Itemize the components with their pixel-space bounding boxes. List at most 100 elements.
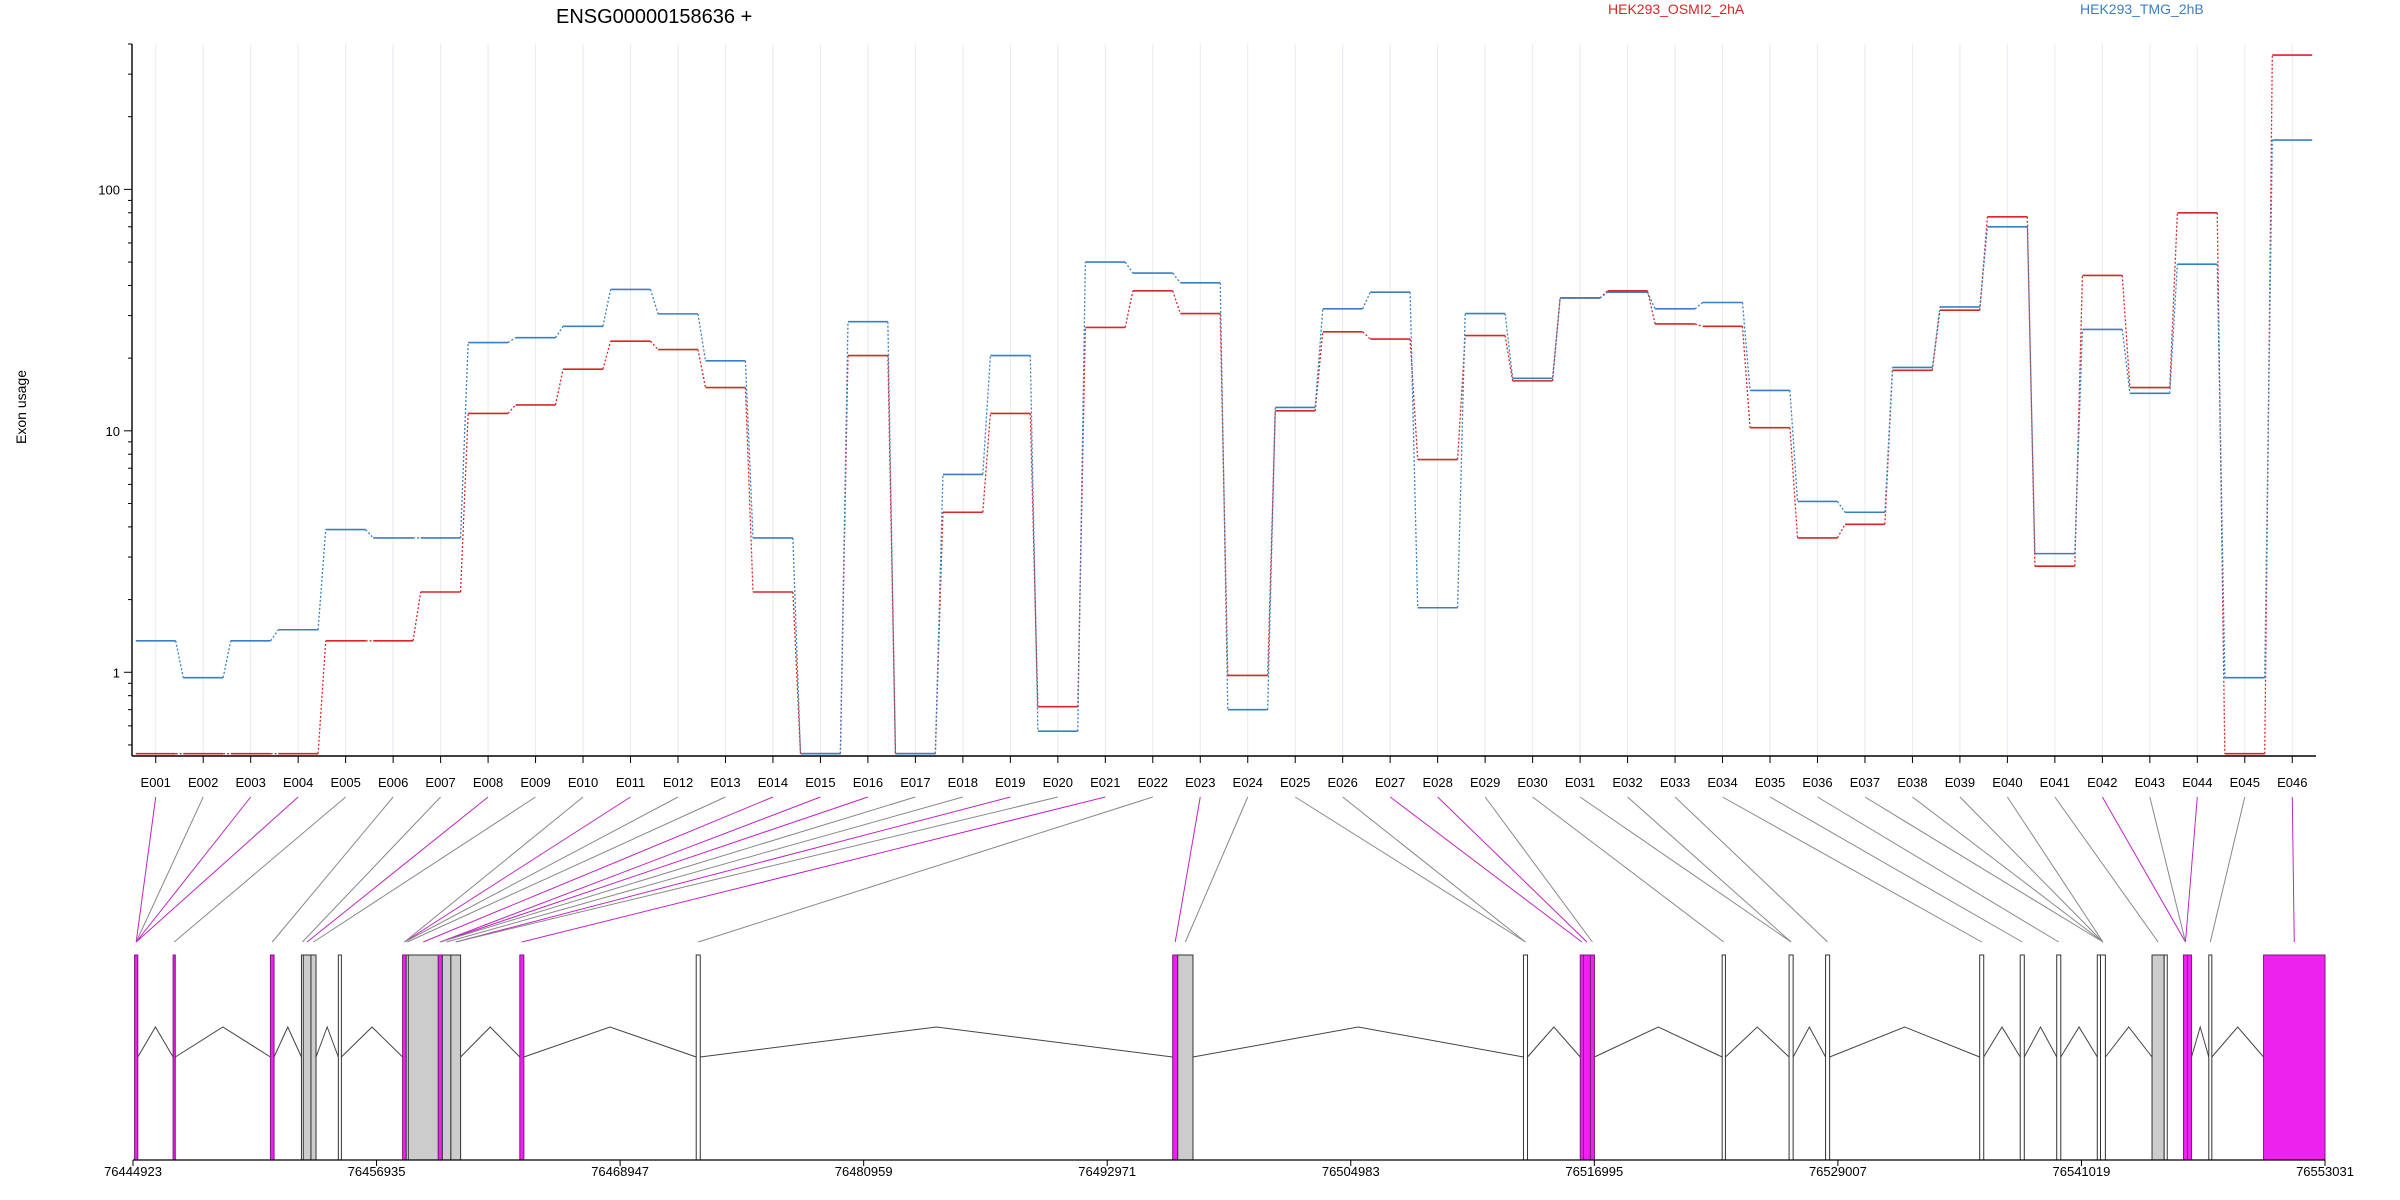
chart-title: ENSG00000158636 + <box>556 6 752 28</box>
intron-chevron <box>523 1026 697 1058</box>
data-transition <box>1646 291 1656 310</box>
x-tick-label: E011 <box>616 775 645 790</box>
series-lines <box>135 54 2313 755</box>
coordinate-tick-label: 76529007 <box>1809 1164 1867 1179</box>
data-transition <box>1362 331 1371 340</box>
data-transition <box>317 529 327 630</box>
exon-box <box>1979 954 1985 1161</box>
data-transition <box>744 387 754 593</box>
data-transition <box>317 640 327 754</box>
exon-box <box>1721 954 1726 1161</box>
x-tick-label: E020 <box>1043 775 1073 790</box>
exon-connector <box>1579 796 1792 943</box>
exon-box <box>2208 954 2213 1161</box>
exon-box <box>519 954 525 1161</box>
data-transition <box>365 529 374 539</box>
exon-connector <box>306 796 489 943</box>
x-tick-label: E033 <box>1660 775 1690 790</box>
x-tick-label: E030 <box>1517 775 1547 790</box>
coordinate-tick-label: 76468947 <box>591 1164 649 1179</box>
x-tick-label: E042 <box>2087 775 2117 790</box>
intron-chevron <box>460 1026 521 1058</box>
exon-connector <box>1722 796 1982 943</box>
exon-box <box>1825 954 1831 1161</box>
data-transition <box>1741 326 1751 428</box>
exon-box <box>450 954 462 1161</box>
axes: 1 10 100 <box>98 43 2316 763</box>
exon-connector <box>2184 796 2198 943</box>
exon-connector <box>135 796 299 943</box>
exon-connector <box>2054 796 2159 943</box>
genomic-coordinate-axis: 76444923 76456935 76468947 76480959 76492971… <box>104 1159 2354 1179</box>
exon-connector <box>1484 796 1593 943</box>
x-tick-label: E006 <box>378 775 408 790</box>
x-tick-label: E031 <box>1565 775 1595 790</box>
exon-connector <box>1184 796 1249 943</box>
exon-connector <box>135 796 204 943</box>
intron-chevron <box>273 1025 302 1058</box>
data-transition <box>459 342 469 538</box>
coordinate-tick-label: 76516995 <box>1565 1164 1623 1179</box>
x-tick-label: E046 <box>2277 775 2307 790</box>
x-tick-label: E003 <box>236 775 266 790</box>
exon-connector <box>1532 796 1725 943</box>
exon-box <box>310 954 317 1161</box>
exon-connector <box>173 796 346 943</box>
x-tick-label: E039 <box>1945 775 1975 790</box>
x-tick-label: E029 <box>1470 775 1500 790</box>
exon-box <box>2151 954 2165 1161</box>
exon-connector <box>521 796 1106 943</box>
exon-box <box>2163 954 2168 1161</box>
x-tick-label: E013 <box>710 775 740 790</box>
x-tick-label: E026 <box>1328 775 1358 790</box>
x-tick-label: E027 <box>1375 775 1405 790</box>
coordinate-tick-label: 76480959 <box>835 1164 893 1179</box>
exon-connector <box>407 796 726 943</box>
x-tick-label: E005 <box>330 775 360 790</box>
vertical-grid <box>155 44 2293 756</box>
x-tick-label: E040 <box>1992 775 2022 790</box>
coordinate-tick-label: 76456935 <box>348 1164 406 1179</box>
exon-box <box>134 954 139 1161</box>
exon-box <box>437 954 443 1161</box>
y-tick-label: 1 <box>113 665 120 680</box>
exon-connector <box>455 796 1058 943</box>
exon-connector <box>404 796 584 943</box>
series-tmg <box>135 139 2313 755</box>
data-transition <box>1884 367 1894 513</box>
x-tick-label: E025 <box>1280 775 1310 790</box>
exon-connector <box>135 796 252 943</box>
data-transition <box>270 629 279 642</box>
x-tick-label: E009 <box>520 775 550 790</box>
data-transition <box>1789 390 1799 502</box>
exon-connector <box>2149 796 2186 943</box>
coordinate-tick-label: 76444923 <box>104 1164 162 1179</box>
data-transition <box>1029 413 1039 707</box>
exon-box <box>302 954 312 1161</box>
data-transition <box>602 341 612 370</box>
exon-connector <box>404 796 631 943</box>
exon-connector <box>1342 796 1526 943</box>
y-tick-label: 100 <box>98 182 120 197</box>
intron-chevron <box>1527 1026 1581 1058</box>
exon-connector <box>2101 796 2186 943</box>
data-transition <box>792 591 802 754</box>
data-transition <box>1409 338 1419 460</box>
intron-chevron <box>1192 1026 1524 1058</box>
exon-connector <box>1437 796 1588 943</box>
exon-box <box>2056 954 2062 1161</box>
exon-connector <box>1959 796 2104 943</box>
data-transition <box>982 355 992 475</box>
data-transition <box>1029 355 1039 732</box>
intron-chevron <box>1983 1026 2021 1058</box>
data-transition <box>507 337 516 344</box>
intron-chevron <box>2211 1026 2264 1058</box>
x-tick-label: E032 <box>1612 775 1642 790</box>
gene-model <box>134 954 2326 1161</box>
x-tick-label: E038 <box>1897 775 1927 790</box>
x-tick-label: E044 <box>2182 775 2212 790</box>
exon-connector <box>698 796 1153 943</box>
data-transition <box>934 474 944 754</box>
exon-box <box>1788 954 1794 1161</box>
data-transition <box>1077 327 1087 707</box>
